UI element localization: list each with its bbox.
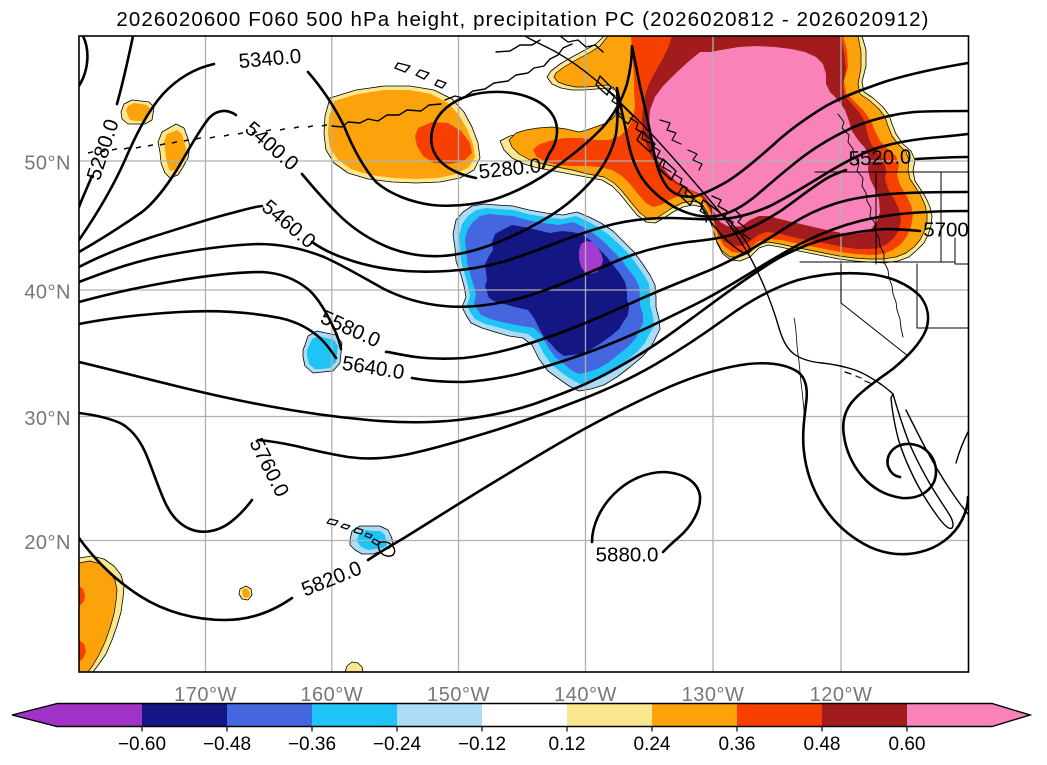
svg-text:0.36: 0.36 — [719, 734, 756, 755]
svg-text:150°W: 150°W — [427, 684, 490, 706]
svg-text:−0.24: −0.24 — [373, 734, 422, 755]
svg-text:5700: 5700 — [923, 218, 969, 241]
svg-text:5520.0: 5520.0 — [848, 145, 911, 170]
svg-text:5880.0: 5880.0 — [596, 543, 659, 566]
svg-text:50°N: 50°N — [24, 152, 71, 174]
svg-text:40°N: 40°N — [24, 281, 71, 303]
svg-text:−0.48: −0.48 — [203, 734, 251, 755]
svg-text:0.48: 0.48 — [804, 734, 841, 755]
svg-text:20°N: 20°N — [24, 532, 71, 554]
svg-text:0.24: 0.24 — [634, 734, 671, 755]
svg-text:170°W: 170°W — [174, 684, 237, 706]
svg-text:130°W: 130°W — [682, 684, 745, 706]
svg-text:0.60: 0.60 — [889, 734, 926, 755]
svg-text:140°W: 140°W — [554, 684, 617, 706]
svg-text:5340.0: 5340.0 — [238, 45, 302, 73]
svg-text:−0.60: −0.60 — [118, 734, 166, 755]
svg-text:0.12: 0.12 — [549, 734, 586, 755]
svg-text:2026020600 F060 500 hPa height: 2026020600 F060 500 hPa height, precipit… — [116, 8, 929, 31]
svg-text:−0.12: −0.12 — [458, 734, 506, 755]
svg-text:160°W: 160°W — [300, 684, 363, 706]
svg-text:120°W: 120°W — [810, 684, 873, 706]
svg-text:−0.36: −0.36 — [288, 734, 336, 755]
svg-text:30°N: 30°N — [24, 408, 71, 430]
